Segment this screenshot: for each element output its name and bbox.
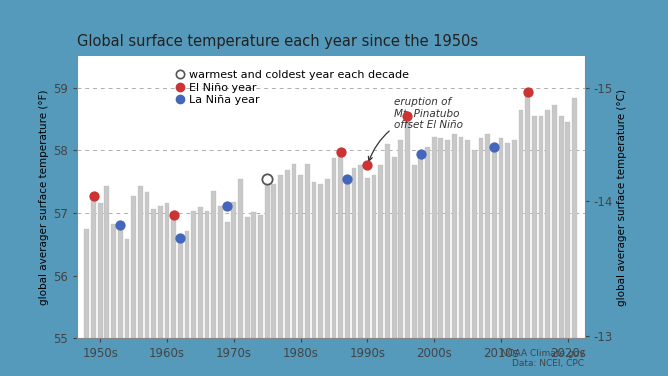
- Bar: [425, 147, 430, 338]
- Point: [489, 144, 500, 150]
- Bar: [98, 203, 103, 338]
- Bar: [325, 179, 330, 338]
- Bar: [285, 170, 290, 338]
- Text: NOAA Climate.gov
Data: NCEI, CPC: NOAA Climate.gov Data: NCEI, CPC: [501, 349, 584, 368]
- Bar: [238, 179, 243, 338]
- Bar: [104, 186, 110, 338]
- Bar: [218, 206, 223, 338]
- Bar: [231, 202, 236, 338]
- Bar: [552, 105, 557, 338]
- Bar: [385, 144, 390, 338]
- Bar: [251, 212, 257, 338]
- Bar: [164, 203, 170, 338]
- Bar: [298, 175, 303, 338]
- Bar: [184, 230, 190, 338]
- Point: [522, 89, 533, 95]
- Bar: [411, 165, 417, 338]
- Bar: [84, 229, 90, 338]
- Bar: [204, 211, 210, 338]
- Point: [168, 212, 179, 218]
- Point: [415, 150, 426, 156]
- Bar: [158, 206, 163, 338]
- Bar: [358, 165, 363, 338]
- Bar: [498, 138, 504, 338]
- Bar: [525, 92, 530, 338]
- Y-axis label: global averager surface temperature (°C): global averager surface temperature (°C): [617, 89, 627, 306]
- Bar: [485, 134, 490, 338]
- Bar: [278, 175, 283, 338]
- Bar: [545, 110, 550, 338]
- Bar: [505, 143, 510, 338]
- Bar: [131, 196, 136, 338]
- Point: [402, 113, 413, 119]
- Bar: [198, 208, 203, 338]
- Bar: [398, 140, 403, 338]
- Bar: [345, 179, 350, 338]
- Bar: [472, 150, 477, 338]
- Bar: [271, 183, 277, 338]
- Bar: [144, 192, 150, 338]
- Legend: warmest and coldest year each decade, El Niño year, La Niña year: warmest and coldest year each decade, El…: [174, 68, 411, 108]
- Bar: [258, 215, 263, 338]
- Bar: [512, 140, 517, 338]
- Bar: [111, 224, 116, 338]
- Point: [262, 176, 273, 182]
- Bar: [91, 196, 96, 338]
- Bar: [458, 137, 464, 338]
- Bar: [445, 140, 450, 338]
- Bar: [378, 165, 383, 338]
- Bar: [211, 191, 216, 338]
- Point: [335, 149, 346, 155]
- Bar: [572, 98, 577, 338]
- Y-axis label: global averager surface temperature (°F): global averager surface temperature (°F): [39, 89, 49, 305]
- Bar: [405, 116, 410, 338]
- Point: [342, 176, 353, 182]
- Bar: [178, 238, 183, 338]
- Bar: [265, 179, 270, 338]
- Bar: [331, 158, 337, 338]
- Bar: [492, 147, 497, 338]
- Bar: [432, 137, 437, 338]
- Bar: [418, 153, 424, 338]
- Bar: [371, 175, 377, 338]
- Point: [115, 222, 126, 228]
- Bar: [124, 239, 130, 338]
- Point: [88, 193, 99, 199]
- Bar: [391, 157, 397, 338]
- Bar: [365, 178, 370, 338]
- Text: Global surface temperature each year since the 1950s: Global surface temperature each year sin…: [77, 34, 478, 49]
- Bar: [151, 209, 156, 338]
- Bar: [438, 138, 444, 338]
- Bar: [518, 110, 524, 338]
- Bar: [478, 138, 484, 338]
- Text: eruption of
Mt. Pinatubo
offset El Niño: eruption of Mt. Pinatubo offset El Niño: [368, 97, 463, 161]
- Point: [362, 162, 373, 168]
- Bar: [224, 222, 230, 338]
- Point: [175, 235, 186, 241]
- Bar: [338, 152, 343, 338]
- Bar: [138, 186, 143, 338]
- Bar: [305, 164, 310, 338]
- Bar: [171, 215, 176, 338]
- Bar: [291, 164, 297, 338]
- Bar: [532, 116, 537, 338]
- Bar: [318, 183, 323, 338]
- Bar: [191, 211, 196, 338]
- Bar: [538, 116, 544, 338]
- Bar: [558, 116, 564, 338]
- Bar: [118, 225, 123, 338]
- Bar: [311, 182, 317, 338]
- Bar: [244, 217, 250, 338]
- Point: [222, 203, 232, 209]
- Bar: [465, 140, 470, 338]
- Bar: [351, 168, 357, 338]
- Bar: [452, 134, 457, 338]
- Bar: [565, 121, 570, 338]
